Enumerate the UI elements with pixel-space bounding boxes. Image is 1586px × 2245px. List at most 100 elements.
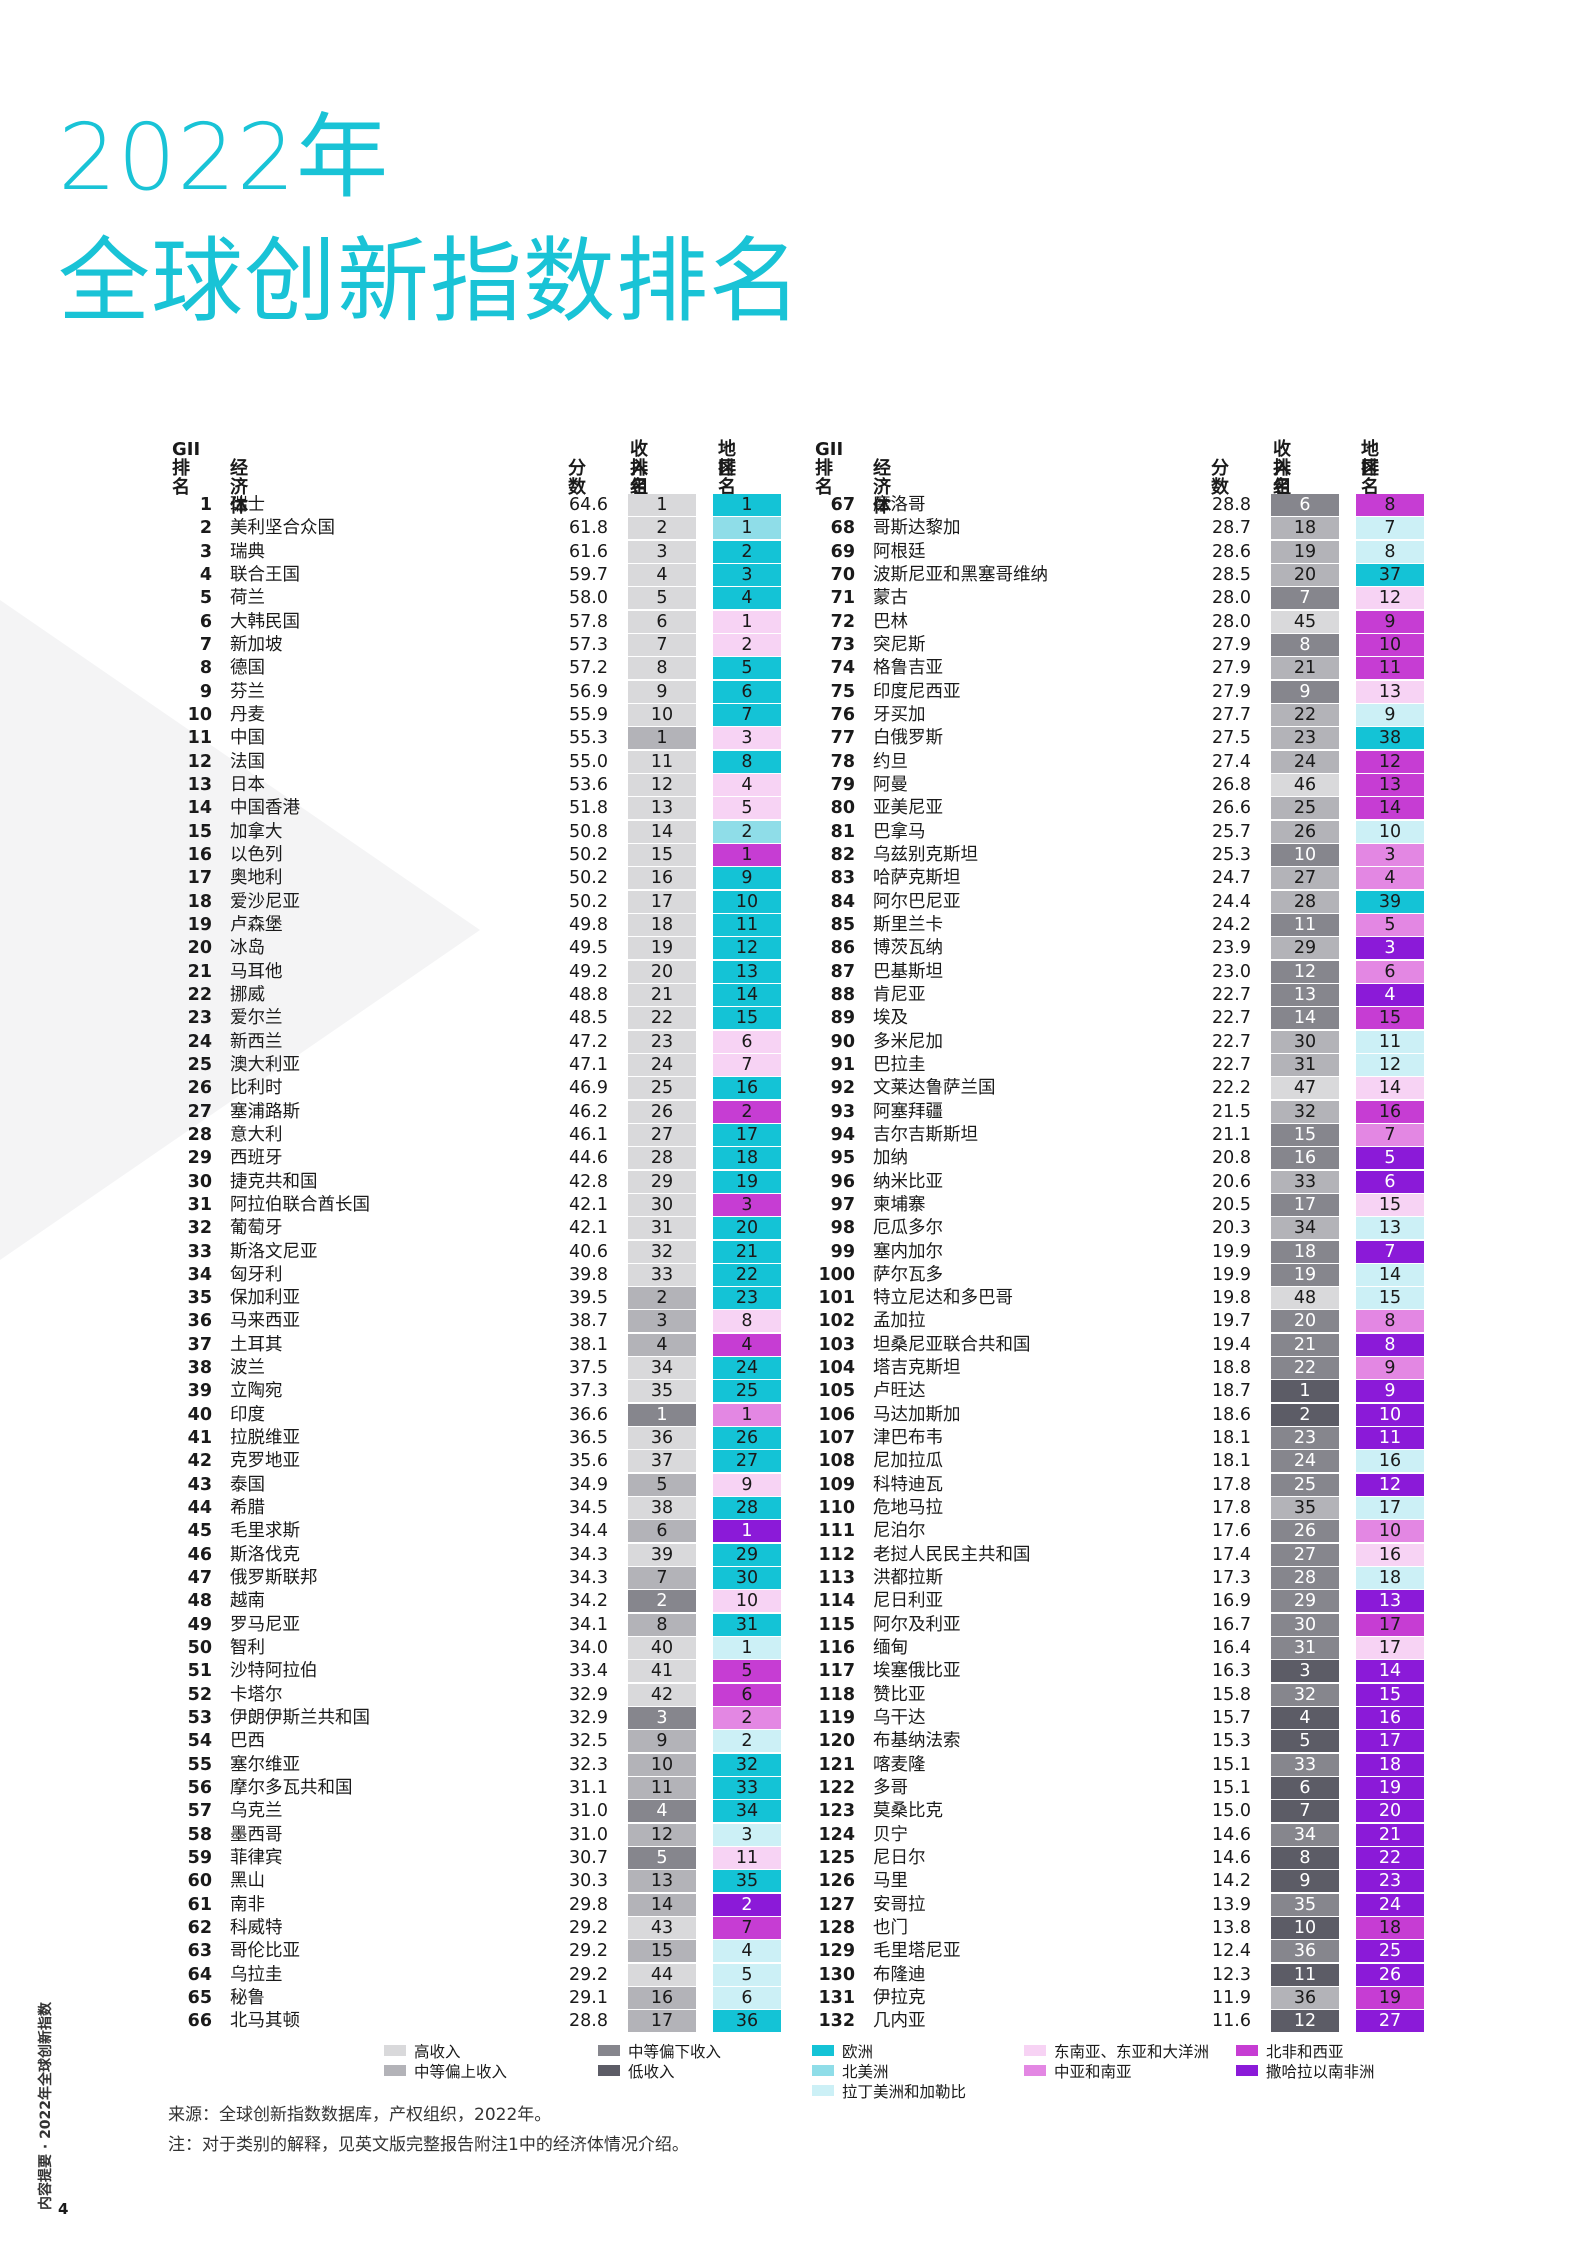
gii-rank: 123 <box>818 1801 855 1822</box>
income-group-rank: 10 <box>1271 1917 1339 1940</box>
region-rank: 15 <box>1356 1287 1424 1310</box>
score-value: 19.9 <box>1212 1241 1251 1262</box>
region-rank: 18 <box>713 1147 781 1170</box>
economy-name: 塔吉克斯坦 <box>873 1358 961 1379</box>
score-value: 57.3 <box>569 634 608 655</box>
gii-rank: 92 <box>830 1078 855 1099</box>
gii-rank: 18 <box>187 891 212 912</box>
income-group-rank: 9 <box>628 680 696 703</box>
gii-rank: 33 <box>187 1241 212 1262</box>
region-rank: 3 <box>713 727 781 750</box>
score-value: 28.0 <box>1212 588 1251 609</box>
gii-rank: 54 <box>187 1731 212 1752</box>
economy-name: 意大利 <box>230 1124 283 1145</box>
gii-rank: 37 <box>187 1334 212 1355</box>
income-group-rank: 3 <box>628 540 696 563</box>
economy-name: 印度 <box>230 1404 265 1425</box>
income-group-rank: 27 <box>1271 1543 1339 1566</box>
gii-header: GII <box>815 439 844 460</box>
economy-name: 巴拿马 <box>873 821 926 842</box>
income-group-rank: 2 <box>1271 1403 1339 1426</box>
region-rank: 10 <box>713 890 781 913</box>
economy-name: 卡塔尔 <box>230 1684 283 1705</box>
economy-name: 立陶宛 <box>230 1381 283 1402</box>
income-group-rank: 33 <box>628 1263 696 1286</box>
economy-name: 阿塞拜疆 <box>873 1101 943 1122</box>
gii-rank: 13 <box>187 774 212 795</box>
region-rank: 10 <box>1356 820 1424 843</box>
income-group-rank: 26 <box>1271 820 1339 843</box>
region-rank: 1 <box>713 1637 781 1660</box>
gii-rank: 110 <box>818 1498 855 1519</box>
score-value: 57.8 <box>569 611 608 632</box>
economy-name: 突尼斯 <box>873 634 926 655</box>
score-value: 27.4 <box>1212 751 1251 772</box>
income-group-rank: 13 <box>1271 983 1339 1006</box>
gii-rank: 102 <box>818 1311 855 1332</box>
income-group-rank: 29 <box>1271 937 1339 960</box>
gii-rank: 111 <box>818 1521 855 1542</box>
gii-rank: 55 <box>187 1754 212 1775</box>
region-rank: 2 <box>713 820 781 843</box>
gii-rank: 49 <box>187 1614 212 1635</box>
region-rank: 14 <box>713 983 781 1006</box>
score-value: 34.3 <box>569 1544 608 1565</box>
score-value: 19.8 <box>1212 1288 1251 1309</box>
region-rank: 15 <box>1356 1683 1424 1706</box>
gii-rank: 42 <box>187 1451 212 1472</box>
region-rank: 16 <box>1356 1100 1424 1123</box>
income-group-rank: 7 <box>628 633 696 656</box>
income-group-rank: 4 <box>628 1800 696 1823</box>
income-group-rank: 31 <box>1271 1053 1339 1076</box>
score-value: 18.1 <box>1212 1451 1251 1472</box>
gii-rank: 109 <box>818 1474 855 1495</box>
region-rank: 17 <box>1356 1730 1424 1753</box>
income-group-rank: 26 <box>1271 1520 1339 1543</box>
income-group-rank: 2 <box>628 1287 696 1310</box>
score-value: 46.2 <box>569 1101 608 1122</box>
income-group-rank: 2 <box>628 517 696 540</box>
score-value: 16.4 <box>1212 1638 1251 1659</box>
score-value: 28.7 <box>1212 518 1251 539</box>
income-group-rank: 12 <box>628 1823 696 1846</box>
economy-name: 孟加拉 <box>873 1311 926 1332</box>
score-value: 15.1 <box>1212 1754 1251 1775</box>
gii-rank: 40 <box>187 1404 212 1425</box>
region-rank: 11 <box>713 1847 781 1870</box>
score-value: 26.6 <box>1212 798 1251 819</box>
region-rank: 16 <box>1356 1543 1424 1566</box>
region-rank: 32 <box>713 1753 781 1776</box>
economy-name: 马里 <box>873 1871 908 1892</box>
income-group-rank: 27 <box>1271 867 1339 890</box>
score-value: 18.1 <box>1212 1428 1251 1449</box>
region-rank: 3 <box>713 1823 781 1846</box>
legend-label: 拉丁美洲和加勒比 <box>842 2083 967 2101</box>
legend-swatch <box>384 2045 406 2056</box>
income-group-rank: 10 <box>1271 843 1339 866</box>
economy-header: 经济体 <box>230 458 248 517</box>
region-rank: 18 <box>1356 1917 1424 1940</box>
region-rank: 5 <box>713 1963 781 1986</box>
income-group-rank: 6 <box>628 610 696 633</box>
gii-rank: 129 <box>818 1941 855 1962</box>
score-value: 20.6 <box>1212 1171 1251 1192</box>
score-value: 20.8 <box>1212 1148 1251 1169</box>
income-group-rank: 16 <box>628 1987 696 2009</box>
income-group-rank: 16 <box>628 867 696 890</box>
score-value: 34.1 <box>569 1614 608 1635</box>
legend-swatch <box>1024 2045 1046 2056</box>
region-rank: 16 <box>713 1077 781 1100</box>
gii-rank: 108 <box>818 1451 855 1472</box>
region-rank: 17 <box>1356 1637 1424 1660</box>
score-value: 47.1 <box>569 1054 608 1075</box>
region-rank: 4 <box>713 1333 781 1356</box>
region-rank: 10 <box>1356 1520 1424 1543</box>
score-value: 15.8 <box>1212 1684 1251 1705</box>
income-group-rank: 19 <box>1271 1263 1339 1286</box>
score-value: 34.5 <box>569 1498 608 1519</box>
income-group-rank: 25 <box>628 1077 696 1100</box>
economy-name: 爱沙尼亚 <box>230 891 300 912</box>
economy-name: 希腊 <box>230 1498 265 1519</box>
score-value: 15.7 <box>1212 1708 1251 1729</box>
gii-rank: 7 <box>199 634 212 655</box>
